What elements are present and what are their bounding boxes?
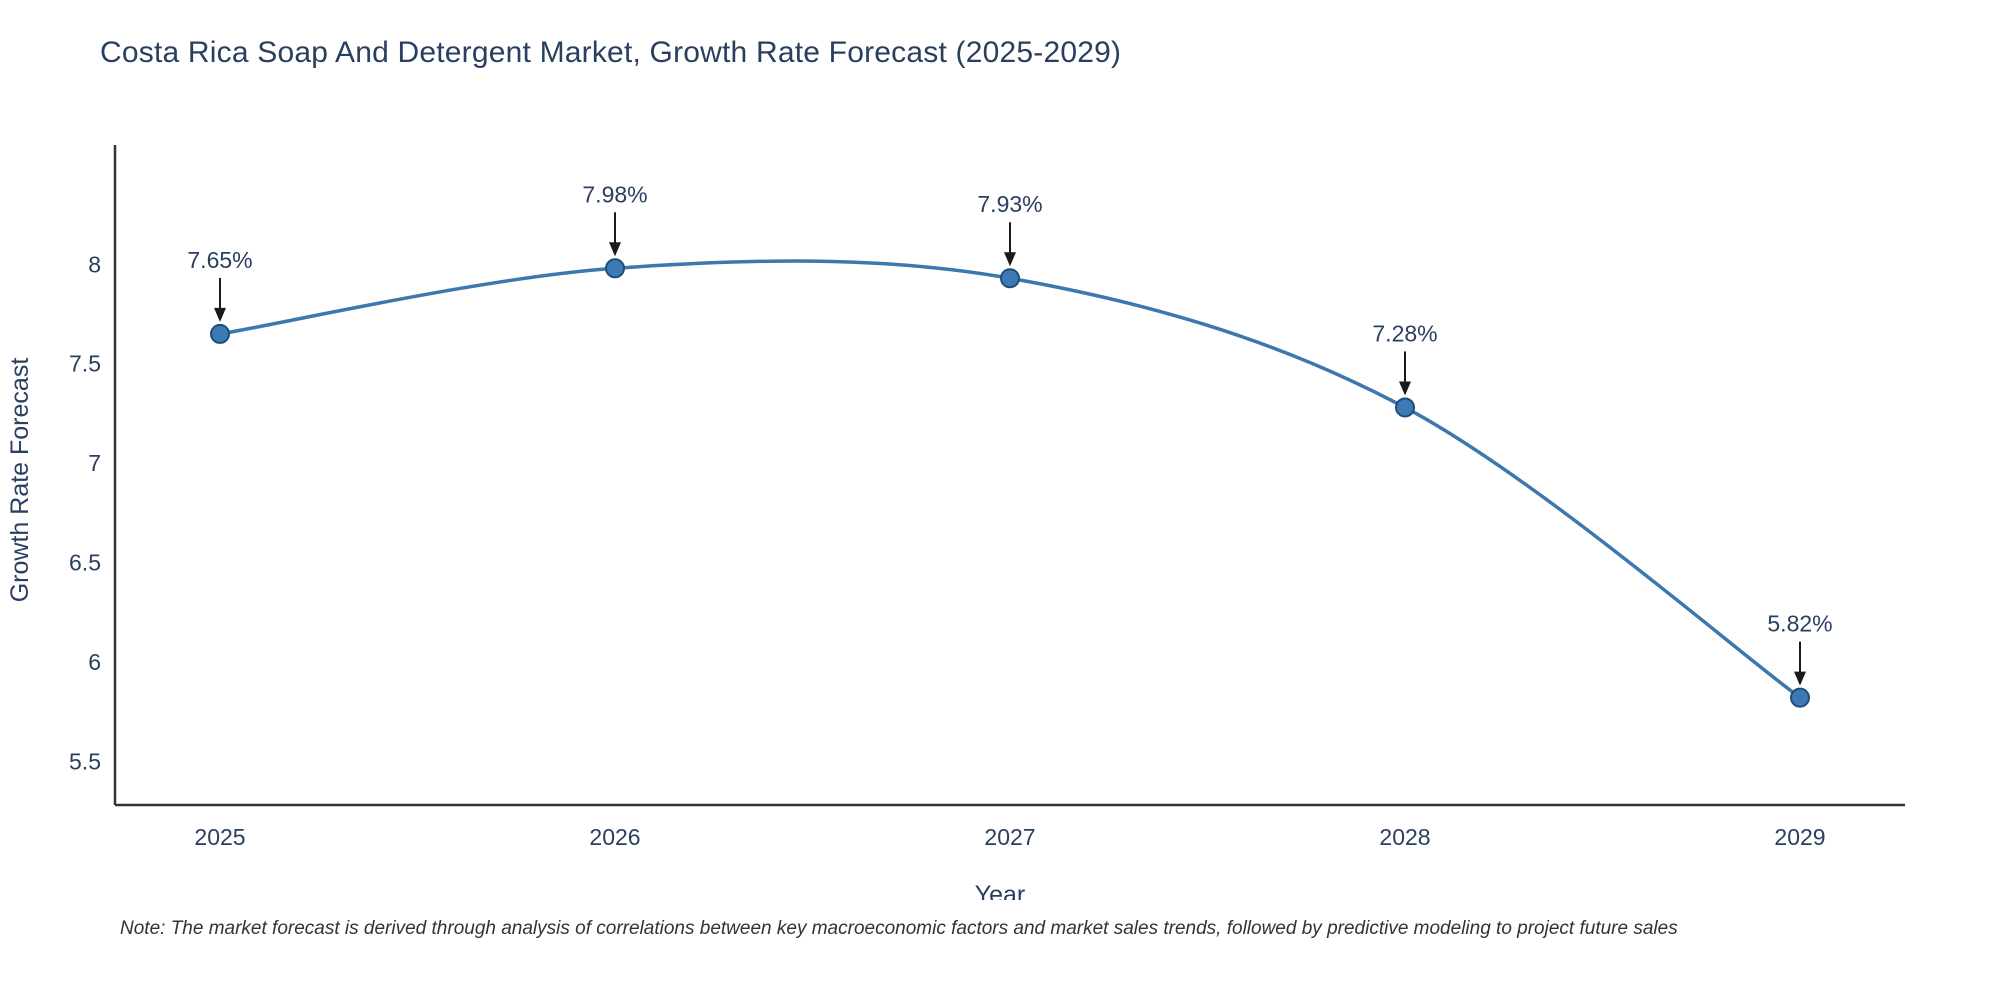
y-tick-label: 5.5	[69, 748, 101, 774]
x-tick-label: 2025	[194, 824, 245, 850]
annotation-arrowhead	[214, 307, 226, 322]
data-point-marker	[1790, 687, 1810, 708]
annotation-arrowhead	[609, 242, 621, 257]
annotation-arrowhead	[1004, 252, 1016, 267]
y-tick-label: 6.5	[69, 549, 101, 575]
data-point-marker	[1000, 268, 1020, 289]
point-value-label: 7.65%	[187, 247, 252, 273]
forecast-line	[219, 259, 1802, 700]
x-tick-label: 2026	[589, 824, 640, 850]
point-value-label: 7.98%	[582, 181, 647, 207]
chart-title: Costa Rica Soap And Detergent Market, Gr…	[100, 36, 1122, 69]
data-point-marker	[210, 323, 230, 344]
annotation-arrowhead	[1399, 381, 1411, 396]
footnote-text: Note: The market forecast is derived thr…	[120, 918, 1678, 939]
growth-rate-line-chart: 5.5 6 6.5 7 7.5 8 2025 2026 2027 2028 2029 Growth R…	[6, 145, 1905, 900]
y-tick-label: 7.5	[69, 351, 101, 377]
x-axis-title: Year	[975, 881, 1026, 900]
data-point-marker	[1395, 397, 1415, 418]
y-tick-label: 7	[88, 450, 101, 476]
y-axis-title: Growth Rate Forecast	[6, 358, 34, 603]
y-tick-label: 6	[88, 649, 101, 675]
y-tick-label: 8	[88, 251, 101, 277]
annotation-arrowhead	[1794, 671, 1806, 686]
point-value-label: 5.82%	[1767, 611, 1832, 637]
point-value-label: 7.93%	[977, 191, 1042, 217]
point-value-label: 7.28%	[1372, 320, 1437, 346]
x-tick-label: 2029	[1774, 824, 1825, 850]
x-tick-label: 2028	[1379, 824, 1430, 850]
x-tick-label: 2027	[984, 824, 1035, 850]
data-point-marker	[605, 258, 625, 279]
